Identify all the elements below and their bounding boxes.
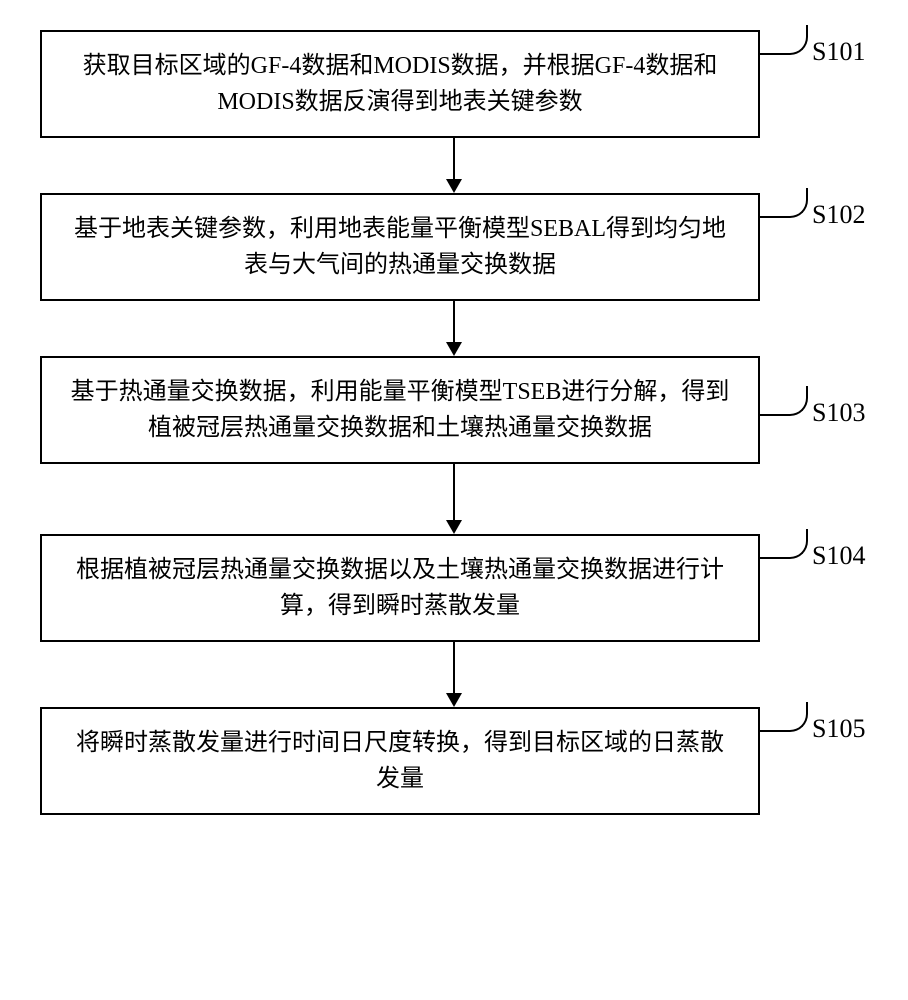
- arrow-line-2: [453, 301, 455, 342]
- step-text-4: 根据植被冠层热通量交换数据以及土壤热通量交换数据进行计算，得到瞬时蒸散发量: [76, 557, 724, 619]
- label-connector-5: [758, 702, 808, 732]
- step-box-1: 获取目标区域的GF-4数据和MODIS数据，并根据GF-4数据和MODIS数据反…: [40, 30, 760, 138]
- step-label-5: S105: [812, 714, 865, 744]
- step-container-1: 获取目标区域的GF-4数据和MODIS数据，并根据GF-4数据和MODIS数据反…: [40, 30, 868, 138]
- step-container-4: 根据植被冠层热通量交换数据以及土壤热通量交换数据进行计算，得到瞬时蒸散发量 S1…: [40, 534, 868, 642]
- label-group-5: S105: [760, 707, 865, 744]
- step-text-3: 基于热通量交换数据，利用能量平衡模型TSEB进行分解，得到植被冠层热通量交换数据…: [71, 379, 730, 441]
- step-text-2: 基于地表关键参数，利用地表能量平衡模型SEBAL得到均匀地表与大气间的热通量交换…: [74, 216, 726, 278]
- step-label-2: S102: [812, 200, 865, 230]
- label-connector-3: [758, 386, 808, 416]
- step-label-1: S101: [812, 37, 865, 67]
- arrow-line-3: [453, 464, 455, 520]
- step-box-5: 将瞬时蒸散发量进行时间日尺度转换，得到目标区域的日蒸散发量: [40, 707, 760, 815]
- step-box-3: 基于热通量交换数据，利用能量平衡模型TSEB进行分解，得到植被冠层热通量交换数据…: [40, 356, 760, 464]
- arrow-head-1: [446, 179, 462, 193]
- step-text-5: 将瞬时蒸散发量进行时间日尺度转换，得到目标区域的日蒸散发量: [76, 730, 724, 792]
- step-box-2: 基于地表关键参数，利用地表能量平衡模型SEBAL得到均匀地表与大气间的热通量交换…: [40, 193, 760, 301]
- label-connector-4: [758, 529, 808, 559]
- step-container-5: 将瞬时蒸散发量进行时间日尺度转换，得到目标区域的日蒸散发量 S105: [40, 707, 868, 815]
- arrow-head-4: [446, 693, 462, 707]
- label-group-3: S103: [760, 391, 865, 428]
- arrow-4: [94, 642, 814, 707]
- step-text-1: 获取目标区域的GF-4数据和MODIS数据，并根据GF-4数据和MODIS数据反…: [83, 53, 718, 115]
- step-label-3: S103: [812, 398, 865, 428]
- step-label-4: S104: [812, 541, 865, 571]
- arrow-head-2: [446, 342, 462, 356]
- label-connector-2: [758, 188, 808, 218]
- label-connector-1: [758, 25, 808, 55]
- arrow-3: [94, 464, 814, 534]
- step-box-4: 根据植被冠层热通量交换数据以及土壤热通量交换数据进行计算，得到瞬时蒸散发量: [40, 534, 760, 642]
- step-container-2: 基于地表关键参数，利用地表能量平衡模型SEBAL得到均匀地表与大气间的热通量交换…: [40, 193, 868, 301]
- flowchart-container: 获取目标区域的GF-4数据和MODIS数据，并根据GF-4数据和MODIS数据反…: [40, 30, 868, 815]
- arrow-1: [94, 138, 814, 193]
- arrow-line-4: [453, 642, 455, 693]
- arrow-line-1: [453, 138, 455, 179]
- label-group-4: S104: [760, 534, 865, 571]
- step-container-3: 基于热通量交换数据，利用能量平衡模型TSEB进行分解，得到植被冠层热通量交换数据…: [40, 356, 868, 464]
- label-group-2: S102: [760, 193, 865, 230]
- arrow-2: [94, 301, 814, 356]
- arrow-head-3: [446, 520, 462, 534]
- label-group-1: S101: [760, 30, 865, 67]
